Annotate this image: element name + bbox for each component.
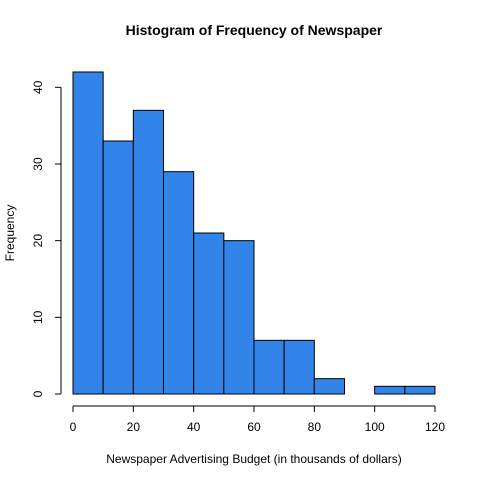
y-tick-label: 20 — [31, 234, 45, 248]
x-axis: 0 20 40 60 80 100 120 — [70, 405, 445, 434]
chart-title: Histogram of Frequency of Newspaper — [126, 22, 383, 38]
histogram-bar-8 — [313, 378, 346, 395]
y-axis-label: Frequency — [3, 205, 17, 262]
histogram-bar-7 — [283, 339, 315, 395]
y-tick-label: 40 — [31, 80, 45, 94]
x-tick-label: 120 — [425, 420, 445, 434]
y-axis: 0 10 20 30 40 — [31, 80, 62, 397]
histogram-bar-0 — [72, 71, 104, 395]
x-tick-label: 60 — [247, 420, 261, 434]
y-tick-label: 0 — [31, 390, 45, 397]
histogram-bar-2 — [132, 109, 164, 395]
histogram-bar-6 — [253, 339, 285, 395]
x-tick-label: 40 — [187, 420, 201, 434]
x-tick-label: 0 — [70, 420, 77, 434]
x-tick-label: 20 — [127, 420, 141, 434]
x-tick-label: 100 — [365, 420, 385, 434]
histogram-bar-1 — [102, 140, 134, 395]
y-tick-label: 30 — [31, 157, 45, 171]
y-tick-label: 10 — [31, 310, 45, 324]
histogram-bar-5 — [223, 240, 255, 395]
x-tick-label: 80 — [308, 420, 322, 434]
histogram-bar-4 — [193, 232, 225, 395]
histogram-bar-11 — [404, 385, 436, 395]
histogram-bar-10 — [374, 385, 406, 395]
histogram-bar-3 — [163, 171, 195, 395]
x-axis-label: Newspaper Advertising Budget (in thousan… — [106, 452, 402, 466]
bars-group — [72, 71, 436, 395]
